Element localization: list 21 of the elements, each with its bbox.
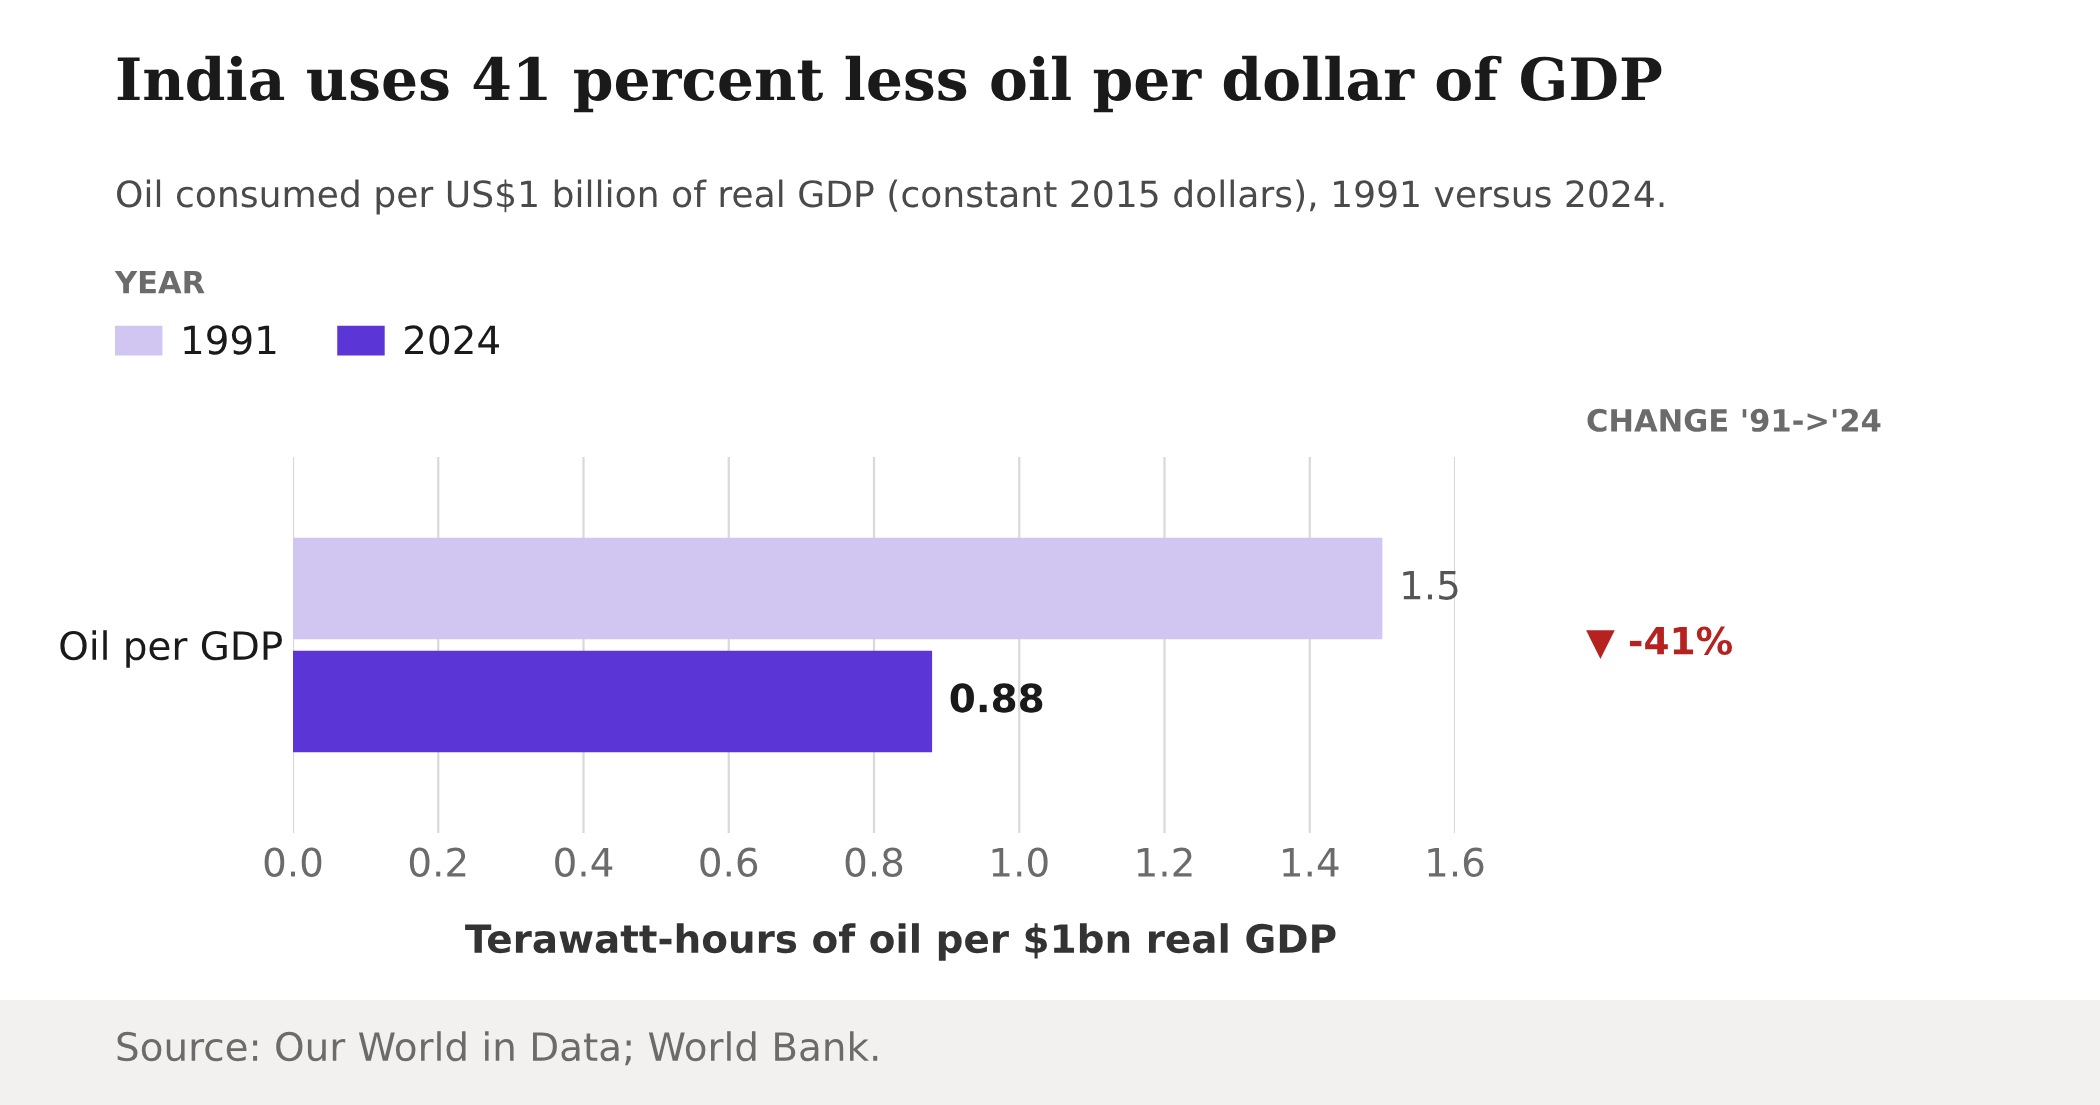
x-tick-label: 1.6 [1428, 847, 1484, 877]
chart-subtitle: Oil consumed per US$1 billion of real GDP (constant 2015 dollars), 1991 versus 2024. [117, 179, 1664, 215]
data-label: 0.88 [950, 683, 1043, 713]
text: CHANGE '91->'24 [1587, 408, 1881, 432]
x-tick-label: 1.0 [992, 847, 1048, 877]
chart-title: India uses 41 percent less oil per dollar of GDP [117, 55, 1662, 113]
legend-label: 2024 [405, 325, 499, 355]
x-tick-label: 0.0 [264, 847, 322, 877]
legend-title: YEAR [114, 270, 205, 294]
x-tick-label: 1.2 [1137, 847, 1192, 877]
x-tick-label: 0.4 [555, 847, 613, 877]
data-label: 1.5 [1403, 570, 1458, 600]
y-tick-label: Oil per GDP [60, 630, 282, 668]
text: ▼ -41% [1586, 626, 1733, 659]
x-tick-label: 1.4 [1283, 848, 1339, 877]
x-tick-label: 0.2 [409, 847, 466, 877]
x-tick-label: 0.8 [845, 847, 903, 877]
legend-label: 1991 [184, 325, 276, 355]
x-axis-title: Terawatt-hours of oil per $1bn real GDP [465, 923, 1336, 961]
source-note: Source: Our World in Data; World Bank. [117, 1031, 878, 1066]
x-tick-label: 0.6 [700, 847, 758, 877]
